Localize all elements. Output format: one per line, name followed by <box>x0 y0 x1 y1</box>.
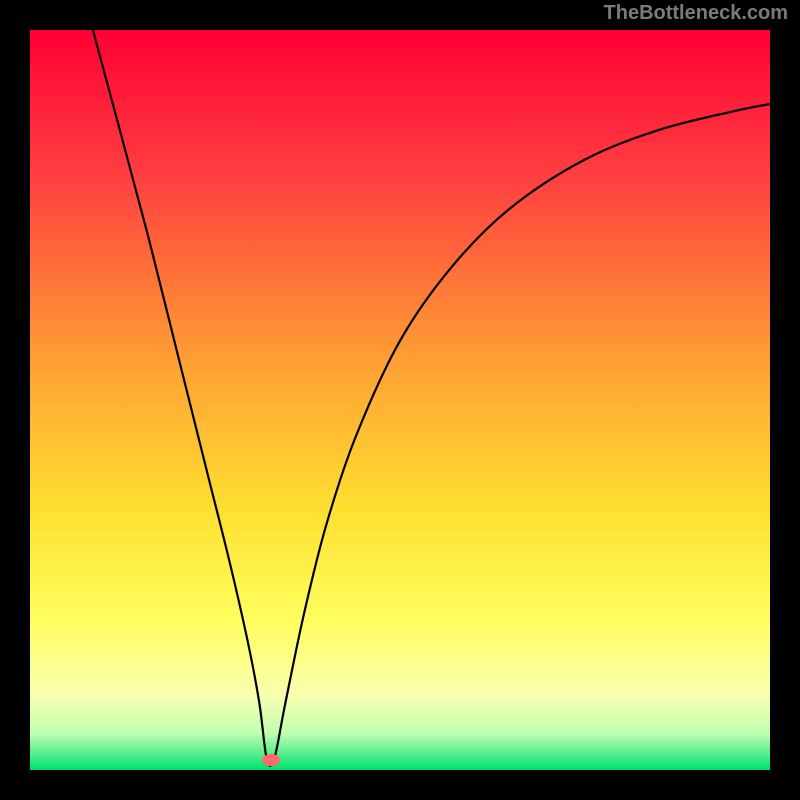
plot-area <box>30 30 770 770</box>
watermark-text: TheBottleneck.com <box>604 2 788 25</box>
bottleneck-curve <box>30 30 770 770</box>
minimum-marker <box>262 754 280 766</box>
curve-path <box>93 30 770 766</box>
chart-container: TheBottleneck.com <box>0 0 800 800</box>
